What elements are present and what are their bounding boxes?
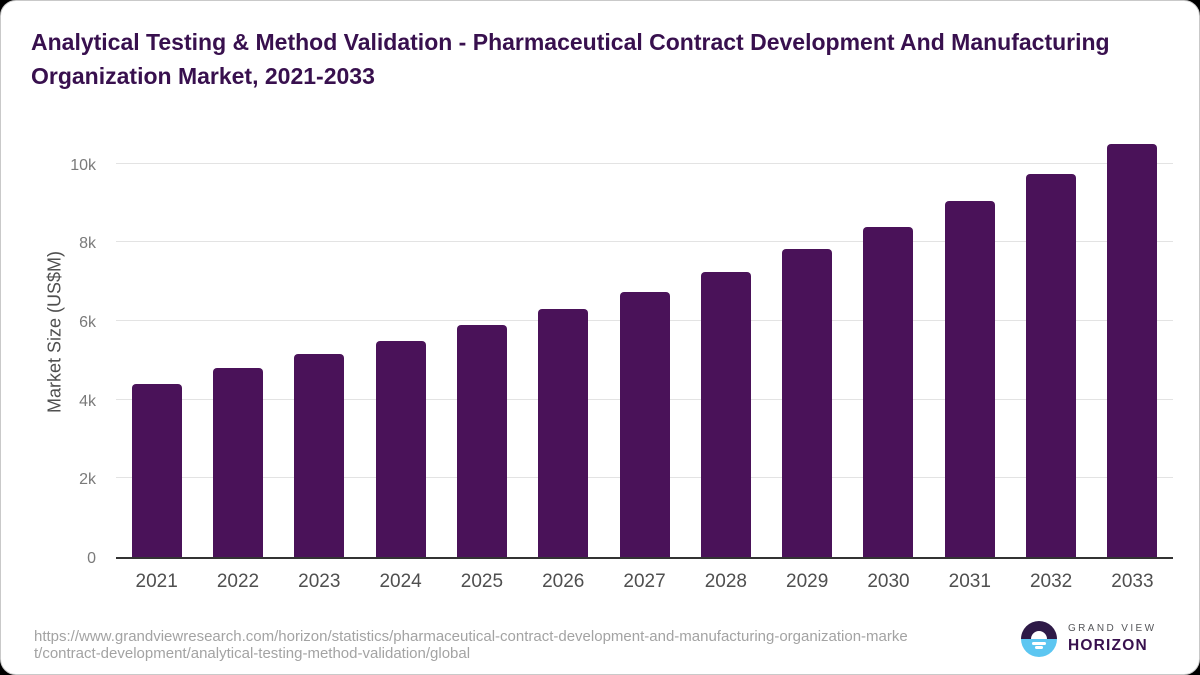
x-axis-labels: 2021 2022 2023 2024 2025 2026 2027 2028 2029 2030… [116, 571, 1173, 593]
bar-slot-2024 [360, 141, 441, 557]
horizon-line-icon [1035, 646, 1043, 649]
bar-slot-2023 [279, 141, 360, 557]
x-tick-label-2023: 2023 [298, 571, 341, 592]
y-tick-label: 8k [79, 235, 96, 253]
bar-2029 [782, 249, 833, 557]
x-tick-label-2025: 2025 [460, 571, 504, 592]
y-tick-label: 2k [79, 471, 96, 489]
x-tick-label-2024: 2024 [379, 571, 422, 592]
bar-slot-2026 [523, 141, 604, 557]
bar-2021 [131, 383, 182, 557]
bar-2033 [1107, 143, 1158, 557]
x-tick-label-2029: 2029 [786, 571, 829, 592]
source-url: https://www.grandviewresearch.com/horizo… [34, 628, 1002, 662]
x-tick-label-2027: 2027 [623, 571, 666, 592]
bar-2027 [619, 291, 670, 557]
y-tick-label: 0 [87, 550, 96, 567]
bar-slot-2025 [441, 141, 522, 557]
x-tick-label-2021: 2021 [135, 571, 178, 592]
x-tick-label-2033: 2033 [1111, 571, 1154, 592]
brand-name-bottom: HORIZON [1068, 637, 1148, 654]
bar-slot-2030 [848, 141, 929, 557]
bar-slot-2033 [1092, 141, 1173, 557]
x-tick-label-2030: 2030 [867, 571, 910, 592]
x-tick-label-2026: 2026 [542, 571, 585, 592]
gridline [116, 162, 1173, 164]
bar-slot-2029 [767, 141, 848, 557]
bar-2032 [1026, 173, 1077, 557]
x-tick-label-2028: 2028 [704, 571, 747, 592]
bar-2026 [538, 309, 589, 557]
bar-2028 [700, 271, 751, 557]
y-axis-ticks: 0 2k 4k 6k 8k 10k [56, 141, 106, 568]
bar-slot-2021 [116, 141, 197, 557]
x-tick-label-2022: 2022 [216, 571, 260, 592]
source-url-line-2: t/contract-development/analytical-testin… [34, 645, 471, 662]
chart-title: Analytical Testing & Method Validation -… [31, 29, 1110, 89]
bar-slot-2031 [929, 141, 1010, 557]
grand-view-horizon-logo-icon [1021, 621, 1057, 657]
gridline [116, 241, 1173, 243]
bar-series [116, 141, 1173, 557]
bar-2030 [863, 226, 914, 557]
x-tick-label-2032: 2032 [1029, 571, 1073, 592]
bar-slot-2032 [1010, 141, 1091, 557]
brand-text: GRAND VIEW HORIZON [1068, 623, 1156, 655]
brand-logo: GRAND VIEW HORIZON [1021, 621, 1156, 657]
bar-2022 [212, 368, 263, 557]
bar-2023 [294, 353, 345, 557]
bar-2025 [456, 325, 507, 557]
bar-2031 [944, 200, 995, 557]
bar-slot-2027 [604, 141, 685, 557]
sun-icon [1031, 631, 1047, 639]
bar-slot-2022 [197, 141, 278, 557]
bar-2024 [375, 340, 426, 557]
source-url-line-1: https://www.grandviewresearch.com/horizo… [34, 628, 908, 645]
x-tick-label-2031: 2031 [948, 571, 991, 592]
y-tick-label: 6k [79, 313, 96, 331]
horizon-line-icon [1032, 641, 1046, 645]
y-tick-label: 4k [79, 392, 96, 410]
plot-area [116, 141, 1173, 559]
y-tick-label: 10k [70, 156, 96, 174]
bar-slot-2028 [685, 141, 766, 557]
brand-name-top: GRAND VIEW [1068, 623, 1157, 634]
